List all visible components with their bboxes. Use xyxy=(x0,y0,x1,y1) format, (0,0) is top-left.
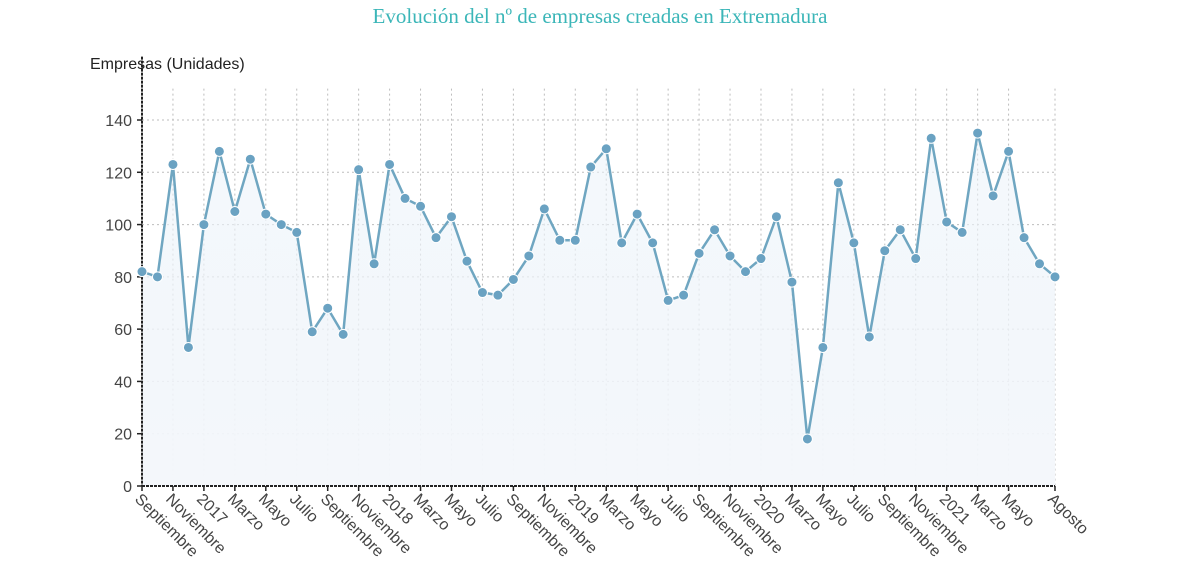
data-point[interactable]: Diciembre 2018: 94 xyxy=(554,234,566,246)
data-point[interactable]: Enero 2020: 87 xyxy=(755,253,767,265)
data-point[interactable]: Febrero 2019: 122 xyxy=(585,161,597,173)
data-point[interactable]: Noviembre 2020: 87 xyxy=(910,253,922,265)
data-point[interactable]: Abril 2021: 111 xyxy=(987,190,999,202)
data-point[interactable]: Agosto 2020: 57 xyxy=(863,331,875,343)
data-point[interactable]: Septiembre 2020: 90 xyxy=(879,245,891,257)
data-point[interactable]: Julio 2018: 74 xyxy=(476,287,488,299)
x-tick-label: Agosto xyxy=(1044,491,1091,538)
data-point[interactable]: Julio 2020: 93 xyxy=(848,237,860,249)
data-point[interactable]: Mayo 2018: 103 xyxy=(445,211,457,223)
y-tick-label: 60 xyxy=(114,322,132,339)
y-tick-label: 140 xyxy=(105,113,132,130)
data-point[interactable]: Agosto 2017: 59 xyxy=(306,326,318,338)
data-point[interactable]: Mayo 2019: 104 xyxy=(631,208,643,220)
data-point[interactable]: Agosto 2021: 80 xyxy=(1049,271,1061,283)
data-point[interactable]: Enero 2018: 123 xyxy=(384,158,396,170)
data-point[interactable]: Noviembre 2016: 123 xyxy=(167,158,179,170)
data-point[interactable]: Abril 2018: 95 xyxy=(430,232,442,244)
y-tick-label: 80 xyxy=(114,270,132,287)
data-point[interactable]: Febrero 2018: 110 xyxy=(399,192,411,204)
data-point[interactable]: Febrero 2017: 128 xyxy=(213,145,225,157)
y-tick-label: 120 xyxy=(105,165,132,182)
data-point[interactable]: Octubre 2018: 88 xyxy=(523,250,535,262)
data-point[interactable]: Octubre 2019: 98 xyxy=(709,224,721,236)
data-point[interactable]: Marzo 2021: 135 xyxy=(972,127,984,139)
data-point[interactable]: Septiembre 2018: 79 xyxy=(507,273,519,285)
y-ticks: 0 20 40 60 80 100 120 140 xyxy=(105,113,142,496)
data-point[interactable]: Junio 2018: 86 xyxy=(461,255,473,267)
data-point[interactable]: Mayo 2021: 128 xyxy=(1003,145,1015,157)
data-point[interactable]: Marzo 2017: 105 xyxy=(229,206,241,217)
data-point[interactable]: Octubre 2016: 80 xyxy=(151,271,163,283)
data-point[interactable]: Agosto 2018: 73 xyxy=(492,289,504,301)
data-point[interactable]: Julio 2019: 71 xyxy=(662,294,674,306)
data-point[interactable]: Abril 2020: 18 xyxy=(801,433,813,445)
data-point[interactable]: Marzo 2018: 107 xyxy=(415,200,427,212)
data-point[interactable]: Mayo 2017: 104 xyxy=(260,208,272,220)
chart-title: Evolución del nº de empresas creadas en … xyxy=(372,4,828,28)
data-point[interactable]: Junio 2021: 95 xyxy=(1018,232,1030,244)
data-point[interactable]: Junio 2017: 100 xyxy=(275,219,287,231)
data-point[interactable]: Abril 2017: 125 xyxy=(244,153,256,165)
y-tick-label: 40 xyxy=(114,374,132,391)
data-point[interactable]: Septiembre 2016: 82 xyxy=(136,266,148,278)
x-ticks: SeptiembreNoviembre2017MarzoMayoJulioSep… xyxy=(131,486,1091,561)
data-point[interactable]: Marzo 2020: 78 xyxy=(786,276,798,288)
data-points: Septiembre 2016: 82Octubre 2016: 80 Novie… xyxy=(136,127,1061,445)
data-point[interactable]: Octubre 2020: 98 xyxy=(894,224,906,236)
area-layer xyxy=(142,133,1055,487)
data-point[interactable]: Noviembre 2019: 88 xyxy=(724,250,736,262)
data-point[interactable]: Junio 2019: 93 xyxy=(647,237,659,249)
data-point[interactable]: Enero 2021: 101 xyxy=(941,216,953,228)
data-point[interactable]: Noviembre 2017: 121 xyxy=(353,164,365,176)
data-point[interactable]: Agosto 2019: 73 xyxy=(678,289,690,301)
data-point[interactable]: Diciembre 2020: 133 xyxy=(925,132,937,144)
data-point[interactable]: Octubre 2017: 58 xyxy=(337,328,349,340)
data-point[interactable]: Enero 2019: 94 xyxy=(569,234,581,246)
y-tick-label: 0 xyxy=(123,479,132,496)
data-point[interactable]: Septiembre 2019: 89 xyxy=(693,247,705,259)
data-point[interactable]: Febrero 2021: 97 xyxy=(956,226,968,238)
data-point[interactable]: Diciembre 2019: 82 xyxy=(740,266,752,278)
data-point[interactable]: Diciembre 2017: 85 xyxy=(368,258,380,270)
data-point[interactable]: Diciembre 2016: 53 xyxy=(182,341,194,353)
y-axis-title: Empresas (Unidades) xyxy=(90,56,245,73)
data-point[interactable]: Marzo 2019: 129 xyxy=(600,143,612,155)
data-point[interactable]: Mayo 2020: 53 xyxy=(817,341,829,353)
data-point[interactable]: Noviembre 2018: 106 xyxy=(538,203,550,215)
data-point[interactable]: Junio 2020: 116 xyxy=(832,177,844,189)
series-area xyxy=(142,133,1055,487)
data-point[interactable]: Enero 2017: 100 xyxy=(198,219,210,231)
data-point[interactable]: Septiembre 2017: 68 xyxy=(322,302,334,314)
y-tick-label: 20 xyxy=(114,427,132,444)
data-point[interactable]: Julio 2021: 85 xyxy=(1034,258,1046,270)
data-point[interactable]: Julio 2017: 97 xyxy=(291,226,303,238)
data-point[interactable]: Febrero 2020: 103 xyxy=(770,211,782,223)
data-point[interactable]: Abril 2019: 93 xyxy=(616,237,628,249)
y-tick-label: 100 xyxy=(105,218,132,235)
